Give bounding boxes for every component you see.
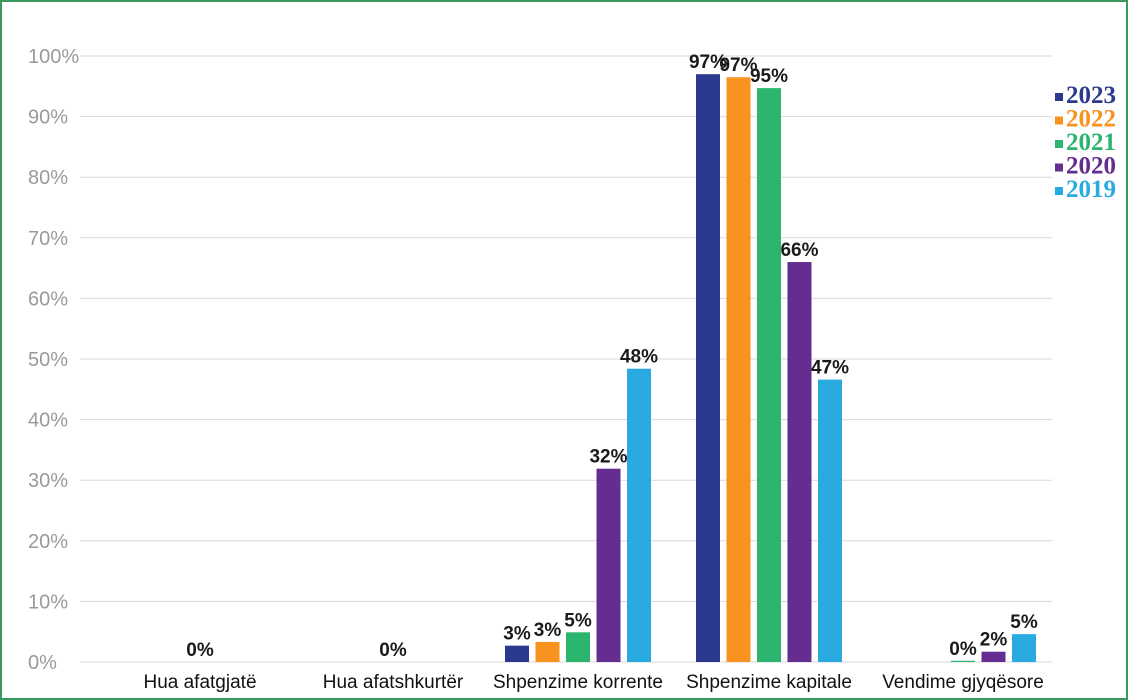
data-label: 47% bbox=[811, 358, 849, 379]
data-label: 5% bbox=[1010, 612, 1038, 633]
data-label: 0% bbox=[379, 640, 407, 661]
bars bbox=[505, 74, 1036, 663]
bar-2020-3 bbox=[787, 262, 812, 662]
data-label: 97% bbox=[689, 52, 727, 73]
bar-2021-3 bbox=[757, 88, 781, 663]
x-category-label: Vendime gjyqësore bbox=[882, 672, 1044, 693]
x-category-label: Shpenzime kapitale bbox=[686, 672, 852, 693]
legend-entry: 2023 bbox=[1066, 82, 1116, 109]
y-tick-label: 90% bbox=[28, 107, 68, 129]
y-tick-label: 70% bbox=[28, 228, 68, 250]
bar-2019-2 bbox=[627, 368, 651, 662]
bar-2023-2 bbox=[505, 645, 529, 662]
bar-2022-2 bbox=[535, 642, 560, 662]
legend-swatch bbox=[1055, 163, 1063, 172]
data-label: 97% bbox=[719, 55, 757, 76]
y-tick-label: 10% bbox=[28, 591, 68, 613]
data-label: 0% bbox=[186, 640, 214, 661]
x-category-label: Hua afatgjatë bbox=[143, 672, 256, 693]
bar-2023-3 bbox=[696, 74, 720, 663]
legend-entry: 2020 bbox=[1066, 153, 1116, 180]
x-category-label: Shpenzime korrente bbox=[493, 672, 663, 693]
bar-2021-4 bbox=[951, 660, 975, 662]
bar-2019-3 bbox=[818, 379, 842, 662]
data-label: 32% bbox=[589, 447, 627, 468]
y-tick-label: 40% bbox=[28, 410, 68, 432]
data-label: 2% bbox=[980, 630, 1008, 651]
data-label: 0% bbox=[949, 639, 977, 660]
data-label: 3% bbox=[534, 620, 562, 641]
y-tick-label: 0% bbox=[28, 652, 57, 674]
y-tick-label: 30% bbox=[28, 470, 68, 492]
data-labels: 3% 97% 3% 97% 0% 0% 5% 95% 0% 32% 66% 2% 48% 47% 5% bbox=[186, 52, 1038, 661]
bar-2021-2 bbox=[566, 632, 590, 662]
y-tick-label: 60% bbox=[28, 288, 68, 310]
legend-entry: 2022 bbox=[1066, 106, 1116, 133]
x-axis-categories: Hua afatgjatë Hua afatshkurtër Shpenzime k… bbox=[143, 672, 1043, 693]
gridlines bbox=[80, 55, 1052, 663]
legend-swatch bbox=[1055, 187, 1063, 195]
y-tick-label: 80% bbox=[28, 167, 68, 189]
bar-2022-3 bbox=[726, 77, 751, 662]
legend-swatch bbox=[1055, 116, 1063, 125]
bar-2019-4 bbox=[1012, 634, 1036, 662]
data-label: 66% bbox=[780, 240, 818, 261]
legend-entry: 2019 bbox=[1066, 176, 1116, 203]
legend-swatch bbox=[1055, 93, 1063, 101]
y-tick-label: 50% bbox=[28, 349, 68, 371]
bar-2020-2 bbox=[596, 468, 621, 662]
data-label: 95% bbox=[750, 66, 788, 87]
x-category-label: Hua afatshkurtër bbox=[323, 672, 464, 693]
data-label: 5% bbox=[564, 610, 592, 631]
legend-entry: 2021 bbox=[1066, 129, 1116, 156]
legend-swatch bbox=[1055, 140, 1063, 148]
bar-2020-4 bbox=[981, 651, 1006, 662]
data-label: 48% bbox=[620, 347, 658, 368]
y-tick-label: 20% bbox=[28, 531, 68, 553]
data-label: 3% bbox=[503, 624, 531, 645]
y-axis-ticks: 0% 10% 20% 30% 40% 50% 60% 70% 80% 90% 100% bbox=[28, 46, 79, 674]
y-tick-label: 100% bbox=[28, 46, 79, 68]
